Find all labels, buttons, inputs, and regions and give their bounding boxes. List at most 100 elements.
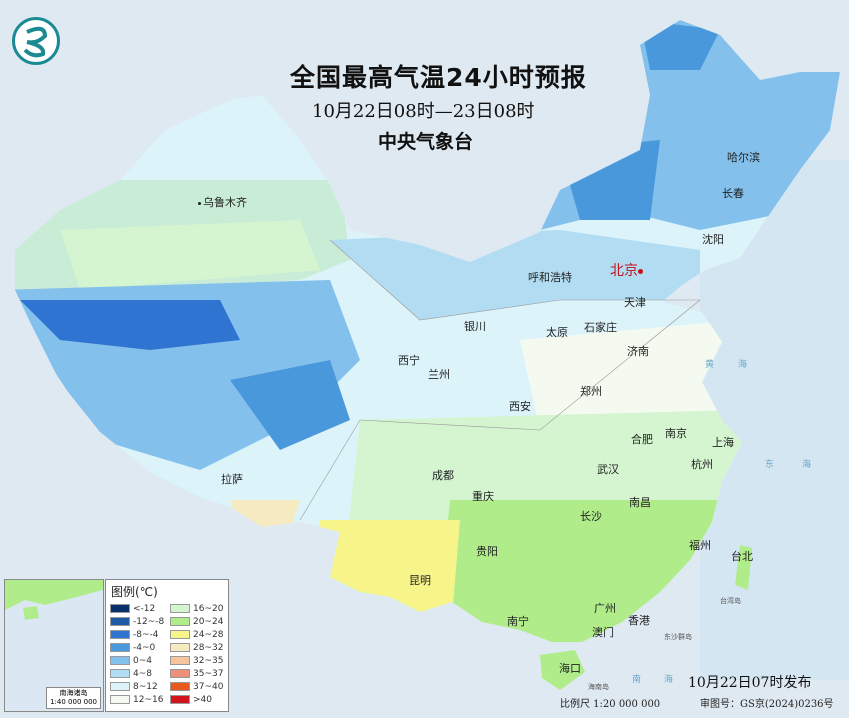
city-label: 拉萨 [221, 473, 243, 486]
city-haikou: 海口 [559, 660, 581, 676]
city-fuzhou: 福州 [689, 537, 711, 553]
forecast-period: 10月22日08时—23日08时 [312, 101, 535, 122]
legend-swatch [170, 630, 190, 639]
legend-item: 32~35 [170, 654, 228, 667]
legend-label: -12~-8 [133, 616, 165, 627]
city-xian: 西安 [509, 398, 531, 414]
label-taiwan: 台湾岛 [720, 597, 741, 605]
legend-swatch [170, 656, 190, 665]
legend-item: <-12 [110, 602, 168, 615]
city-lhasa: 拉萨 [221, 471, 243, 487]
inset-map [5, 580, 103, 620]
legend-label: 24~28 [193, 629, 224, 640]
legend-item: 35~37 [170, 667, 228, 680]
city-label: 广州 [594, 602, 616, 615]
city-taiyuan: 太原 [546, 324, 568, 340]
legend-swatch [110, 630, 130, 639]
city-label: 乌鲁木齐 [203, 196, 247, 209]
legend-items: <-12 -12~-8 -8~-4 -4~0 0~4 4~8 8~12 12~16 16~20 2… [110, 602, 228, 706]
legend-item: 37~40 [170, 680, 228, 693]
city-label: 西安 [509, 400, 531, 413]
legend: 图例(℃) <-12 -12~-8 -8~-4 -4~0 0~4 4~8 8~12 12~16… [105, 579, 229, 712]
city-shenyang: 沈阳 [702, 231, 724, 247]
city-label: 石家庄 [584, 321, 617, 334]
city-hangzhou: 杭州 [691, 456, 713, 472]
legend-label: 35~37 [193, 668, 224, 679]
city-nanjing: 南京 [665, 425, 687, 441]
legend-label: 37~40 [193, 681, 224, 692]
legend-swatch [110, 669, 130, 678]
city-label: 南京 [665, 427, 687, 440]
south-china-sea-inset: 南海诸岛 1:40 000 000 [4, 579, 104, 712]
city-label: 昆明 [409, 574, 431, 587]
city-guiyang: 贵阳 [476, 543, 498, 559]
city-macau: 澳门 [592, 624, 614, 640]
city-taipei: 台北 [731, 548, 753, 564]
legend-label: 4~8 [133, 668, 152, 679]
legend-swatch [110, 695, 130, 704]
city-label: 南昌 [629, 496, 651, 509]
legend-swatch [110, 617, 130, 626]
city-chengdu: 成都 [432, 467, 454, 483]
agency-name: 中央气象台 [378, 131, 474, 153]
sea-label-huang: 黄 [705, 360, 715, 370]
city-label: 郑州 [580, 385, 602, 398]
legend-label: 8~12 [133, 681, 158, 692]
legend-label: 28~32 [193, 642, 224, 653]
city-chongqing: 重庆 [472, 488, 494, 504]
city-label: 香港 [628, 614, 650, 627]
city-label: 海口 [559, 662, 581, 675]
city-label: 呼和浩特 [528, 271, 572, 284]
legend-swatch [170, 643, 190, 652]
legend-swatch [170, 682, 190, 691]
city-label: 合肥 [631, 433, 653, 446]
legend-label: 12~16 [133, 694, 164, 705]
inset-label: 南海诸岛 1:40 000 000 [46, 687, 101, 709]
city-label: 台北 [731, 550, 753, 563]
legend-label: 16~20 [193, 603, 224, 614]
city-label: 杭州 [691, 458, 713, 471]
city-label: 哈尔滨 [727, 151, 760, 164]
legend-item: -8~-4 [110, 628, 168, 641]
city-hefei: 合肥 [631, 431, 653, 447]
city-wuhan: 武汉 [597, 461, 619, 477]
city-label: 济南 [627, 345, 649, 358]
cma-logo [12, 17, 60, 65]
legend-label: >40 [193, 694, 212, 705]
capital-dot-icon [638, 268, 643, 274]
city-hohhot: 呼和浩特 [528, 269, 572, 285]
legend-swatch [110, 682, 130, 691]
sea-label-hai: 海 [738, 360, 748, 370]
city-shanghai: 上海 [712, 434, 734, 450]
city-changsha: 长沙 [580, 508, 602, 524]
city-hongkong: 香港 [628, 612, 650, 628]
city-label: 成都 [432, 469, 454, 482]
legend-item: >40 [170, 693, 228, 706]
city-label: 福州 [689, 539, 711, 552]
taiwan-island [735, 545, 752, 590]
legend-item: 28~32 [170, 641, 228, 654]
legend-swatch [170, 695, 190, 704]
legend-swatch [110, 604, 130, 613]
city-shijiazhuang: 石家庄 [584, 319, 617, 335]
legend-swatch [170, 669, 190, 678]
city-label: 兰州 [428, 368, 450, 381]
legend-label: 0~4 [133, 655, 152, 666]
legend-item: 0~4 [110, 654, 168, 667]
logo-glyph-icon [23, 26, 48, 58]
legend-label: 32~35 [193, 655, 224, 666]
city-label: 西宁 [398, 354, 420, 367]
legend-item: -4~0 [110, 641, 168, 654]
city-label: 南宁 [507, 615, 529, 628]
label-dongsha: 东沙群岛 [664, 633, 692, 641]
sea-label-dong-hai: 海 [802, 460, 812, 470]
city-dot-icon [198, 201, 201, 205]
publish-time: 10月22日07时发布 [688, 675, 812, 691]
legend-item: 24~28 [170, 628, 228, 641]
province-borders [299, 239, 701, 521]
legend-item: 16~20 [170, 602, 228, 615]
legend-label: 20~24 [193, 616, 224, 627]
inset-title: 南海诸岛 [59, 689, 88, 697]
legend-label: -8~-4 [133, 629, 159, 640]
